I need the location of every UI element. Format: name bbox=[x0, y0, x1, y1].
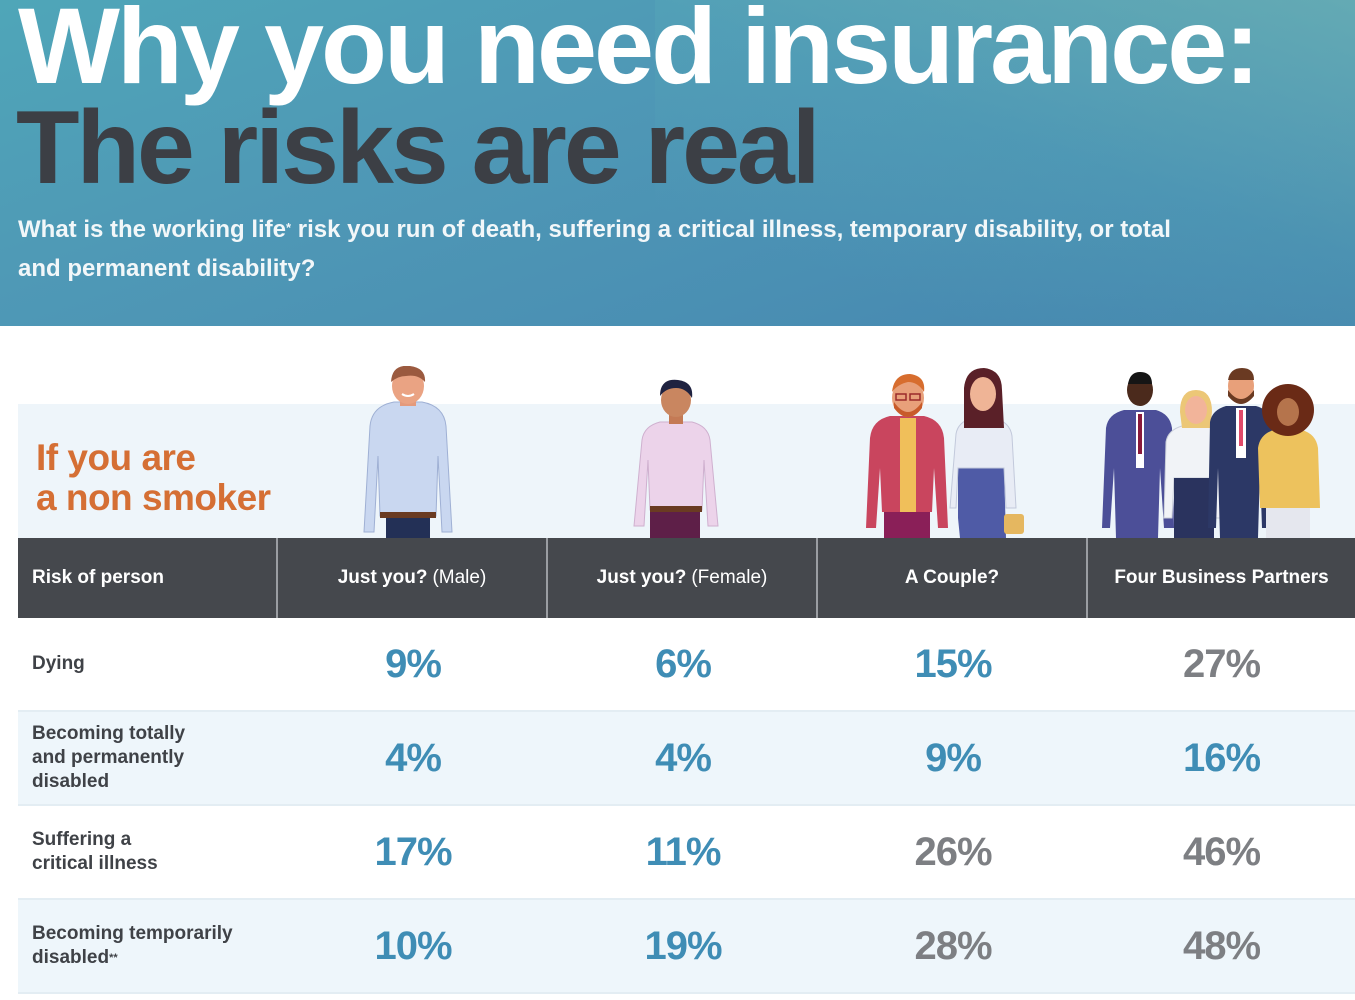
column-header-female: Just you? (Female) bbox=[548, 538, 818, 618]
column-header-label: Four Business Partners bbox=[1114, 567, 1329, 588]
column-header-label: Just you? bbox=[337, 567, 428, 588]
risk-table: Risk of person Just you? (Male) Just you?… bbox=[18, 538, 1355, 994]
value-male: 10% bbox=[374, 923, 452, 968]
hero-banner: Why you need insurance: The risks are re… bbox=[0, 0, 1355, 326]
table-header-row: Risk of person Just you? (Male) Just you?… bbox=[18, 538, 1355, 618]
couple-illustration bbox=[864, 368, 1034, 538]
value-male: 4% bbox=[385, 735, 442, 780]
table-row-critical-illness: Suffering a critical illness 17% 11% 26%… bbox=[18, 806, 1355, 900]
column-header-business-partners: Four Business Partners bbox=[1088, 538, 1355, 618]
value-female: 6% bbox=[655, 641, 712, 686]
column-header-risk: Risk of person bbox=[18, 538, 278, 618]
value-business-partners: 16% bbox=[1182, 735, 1261, 780]
row-label: Dying bbox=[18, 618, 278, 710]
value-business-partners: 48% bbox=[1182, 923, 1261, 968]
value-couple: 28% bbox=[914, 923, 992, 968]
column-header-qualifier: (Male) bbox=[432, 567, 487, 588]
value-couple: 9% bbox=[925, 735, 982, 780]
value-male: 17% bbox=[374, 829, 452, 874]
column-header-label: Risk of person bbox=[32, 567, 164, 588]
four-business-partners-illustration bbox=[1102, 368, 1324, 538]
column-header-label: Just you? bbox=[596, 567, 687, 588]
row-label-text: Suffering a critical illness bbox=[32, 829, 158, 874]
column-header-qualifier: (Female) bbox=[691, 567, 768, 588]
column-header-couple: A Couple? bbox=[818, 538, 1088, 618]
row-label-text-wrap: Becoming temporarily disabled** bbox=[32, 922, 262, 970]
page-title: Why you need insurance: bbox=[18, 0, 1260, 106]
value-female: 11% bbox=[645, 829, 722, 874]
hero-description-part2: risk you run of death, suffering a criti… bbox=[18, 216, 1171, 282]
value-business-partners: 27% bbox=[1182, 641, 1261, 686]
table-row-totally-permanently-disabled: Becoming totally and permanently disable… bbox=[18, 712, 1355, 806]
female-person-illustration bbox=[626, 376, 726, 538]
value-female: 4% bbox=[655, 735, 712, 780]
page-subtitle-heading: The risks are real bbox=[16, 90, 821, 206]
value-female: 19% bbox=[644, 923, 722, 968]
value-business-partners: 46% bbox=[1182, 829, 1261, 874]
non-smoker-heading: If you are a non smoker bbox=[36, 438, 271, 518]
row-label: Becoming totally and permanently disable… bbox=[18, 712, 278, 804]
male-person-illustration bbox=[358, 366, 458, 538]
non-smoker-heading-line1: If you are bbox=[36, 437, 196, 478]
value-couple: 26% bbox=[914, 829, 992, 874]
row-label: Suffering a critical illness bbox=[18, 806, 278, 898]
table-row-temporarily-disabled: Becoming temporarily disabled** 10% 19% … bbox=[18, 900, 1355, 994]
footnote-mark: * bbox=[286, 220, 292, 235]
row-label-text: Dying bbox=[32, 653, 85, 674]
column-header-male: Just you? (Male) bbox=[278, 538, 548, 618]
value-couple: 15% bbox=[914, 641, 992, 686]
non-smoker-heading-line2: a non smoker bbox=[36, 477, 271, 518]
hero-description-part1: What is the working life bbox=[18, 216, 287, 243]
row-label: Becoming temporarily disabled** bbox=[18, 900, 278, 992]
row-label-text: Becoming temporarily disabled bbox=[32, 923, 233, 968]
hero-description: What is the working life* risk you run o… bbox=[18, 210, 1188, 288]
column-header-label: A Couple? bbox=[904, 567, 1000, 588]
row-label-text: Becoming totally and permanently disable… bbox=[32, 723, 186, 792]
table-row-dying: Dying 9% 6% 15% 27% bbox=[18, 618, 1355, 712]
footnote-mark: ** bbox=[109, 952, 118, 964]
value-male: 9% bbox=[385, 641, 442, 686]
